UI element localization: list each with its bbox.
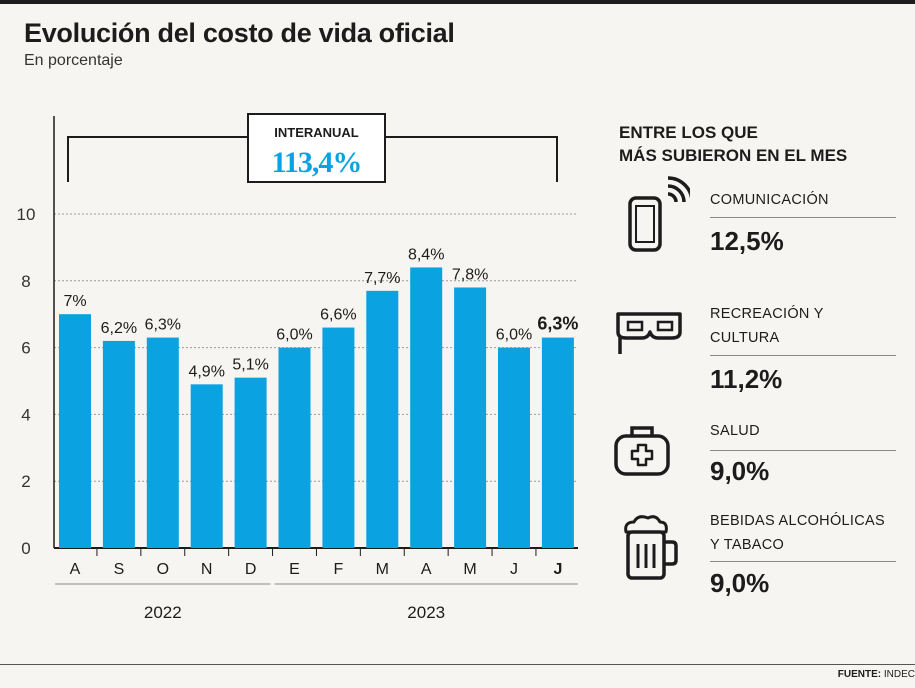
category-divider xyxy=(710,217,896,218)
y-tick-label: 0 xyxy=(21,539,30,558)
category-name-line1: COMUNICACIÓN xyxy=(710,192,829,208)
x-tick-label: D xyxy=(245,561,257,578)
bar-value-label: 6,0% xyxy=(276,327,312,344)
x-tick-label: S xyxy=(114,561,125,578)
interanual-value: 113,4% xyxy=(272,146,362,179)
chart-title: Evolución del costo de vida oficial xyxy=(24,18,455,48)
smartphone-icon xyxy=(628,176,690,252)
y-tick-label: 2 xyxy=(21,472,30,491)
x-tick-label: M xyxy=(463,561,476,578)
category-name-line1: SALUD xyxy=(710,423,760,439)
bar-value-label: 6,0% xyxy=(496,327,532,344)
bar xyxy=(190,384,223,548)
category-value: 9,0% xyxy=(710,568,770,598)
top-categories-title: ENTRE LOS QUE MÁS SUBIERON EN EL MES xyxy=(619,121,899,167)
category-value: 11,2% xyxy=(710,364,783,394)
beer-mug-icon xyxy=(624,515,678,580)
category-value: 9,0% xyxy=(710,456,770,486)
bar xyxy=(498,347,530,548)
bar-value-label: 7% xyxy=(63,293,86,310)
bar xyxy=(278,347,311,548)
y-tick-label: 8 xyxy=(21,272,30,291)
y-tick-label: 6 xyxy=(21,339,30,358)
bar-value-label: 7,8% xyxy=(452,266,488,283)
category-divider xyxy=(710,355,896,356)
category-name: COMUNICACIÓN xyxy=(710,188,900,212)
x-tick-label: F xyxy=(334,561,344,578)
bar xyxy=(366,290,399,548)
bar xyxy=(541,337,574,548)
medical-kit-icon xyxy=(614,426,670,476)
bar xyxy=(59,314,91,548)
bar xyxy=(322,327,355,548)
top-rule xyxy=(0,0,915,4)
axis-layer: 0 2 4 6 8 10 xyxy=(17,116,578,585)
category-name-line1: RECREACIÓN Y xyxy=(710,306,824,322)
x-tick-label: A xyxy=(70,561,81,578)
top-categories-title-line2: MÁS SUBIERON EN EL MES xyxy=(619,146,848,165)
category-name: SALUD xyxy=(710,419,900,443)
grid-layer xyxy=(54,213,578,482)
interanual-box xyxy=(247,113,386,183)
chart-subtitle: En porcentaje xyxy=(24,52,123,69)
bar xyxy=(410,267,443,548)
bar-value-label: 6,3% xyxy=(145,317,181,334)
x-tick-label: J xyxy=(510,561,518,578)
bar xyxy=(234,377,267,548)
category-name-line2: CULTURA xyxy=(710,330,780,346)
bar xyxy=(146,337,179,548)
x-tick-label: J xyxy=(553,561,562,578)
interanual-label: INTERANUAL xyxy=(274,125,359,140)
interanual-bracket: INTERANUAL 113,4% xyxy=(67,113,558,183)
mask-icon xyxy=(616,312,682,354)
bracket-line xyxy=(67,136,558,182)
bar-value-label: 6,6% xyxy=(320,307,356,324)
x-tick-label: M xyxy=(376,561,389,578)
bar-value-label: 6,3% xyxy=(537,314,578,334)
category-name-line1: BEBIDAS ALCOHÓLICAS xyxy=(710,513,885,529)
category-name-line2: Y TABACO xyxy=(710,537,785,553)
x-tick-label: O xyxy=(157,561,169,578)
y-tick-label: 4 xyxy=(21,405,30,424)
x-tick-label: A xyxy=(421,561,432,578)
bar-value-label: 8,4% xyxy=(408,246,444,263)
category-divider xyxy=(710,450,896,451)
bar xyxy=(454,287,487,548)
source-credit: FUENTE: INDEC xyxy=(838,669,915,680)
year-label: 2022 xyxy=(144,603,182,622)
bar-value-label: 7,7% xyxy=(364,270,400,287)
bar xyxy=(102,340,135,548)
x-tick-label: E xyxy=(289,561,300,578)
bottom-rule xyxy=(0,664,915,665)
y-tick-label: 10 xyxy=(17,205,36,224)
bar-chart: 0 2 4 6 8 10 7% A 6,2% S 6,3% O 4,9% N 5,1% D 6,0% E 6,6%… xyxy=(17,113,578,622)
category-name: RECREACIÓN Y CULTURA xyxy=(710,302,900,350)
source-label: FUENTE: xyxy=(837,669,882,680)
category-value: 12,5% xyxy=(710,226,784,256)
bar-value-label: 4,9% xyxy=(188,363,224,380)
bar-value-label: 6,2% xyxy=(101,320,137,337)
bar-value-label: 5,1% xyxy=(232,357,268,374)
source-value: INDEC xyxy=(883,669,915,680)
top-categories-title-line1: ENTRE LOS QUE xyxy=(619,123,758,142)
year-label: 2023 xyxy=(407,603,445,622)
category-divider xyxy=(710,561,896,562)
x-tick-label: N xyxy=(201,561,213,578)
category-name: BEBIDAS ALCOHÓLICAS Y TABACO xyxy=(710,509,900,557)
bar-layer xyxy=(59,267,574,548)
label-layer: 7% A 6,2% S 6,3% O 4,9% N 5,1% D 6,0% E 6,6% F 7,7% M 8,… xyxy=(63,246,578,622)
